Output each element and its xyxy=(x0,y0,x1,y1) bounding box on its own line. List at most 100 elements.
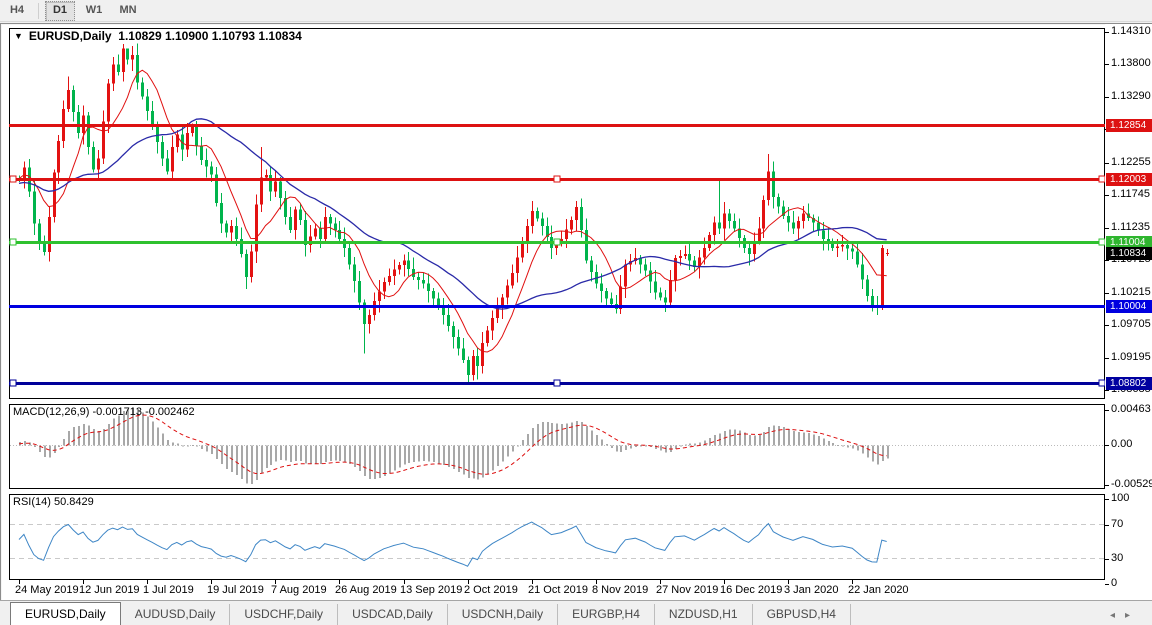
date-label: 26 Aug 2019 xyxy=(335,584,397,596)
timeframe-button-h4[interactable]: H4 xyxy=(9,3,25,16)
tab-scroll-right-icon[interactable]: ▸ xyxy=(1124,610,1140,621)
candle xyxy=(166,149,169,175)
candle xyxy=(753,232,756,262)
scale-tick-mark xyxy=(1105,390,1109,391)
symbol-dropdown-icon[interactable]: ▼ xyxy=(14,31,23,41)
timeframe-button-d1[interactable]: D1 xyxy=(45,0,75,21)
tab-usdcad-daily[interactable]: USDCAD,Daily xyxy=(338,604,448,625)
date-label: 21 Oct 2019 xyxy=(528,584,588,596)
candle xyxy=(526,218,529,253)
candle xyxy=(684,245,687,260)
rsi-tick-label: 30 xyxy=(1111,552,1124,564)
tab-audusd-daily[interactable]: AUDUSD,Daily xyxy=(121,604,231,625)
candle xyxy=(546,217,549,243)
candle xyxy=(117,54,120,76)
macd-tick-label: 0.00463 xyxy=(1111,403,1151,415)
scale-tick-mark xyxy=(1105,485,1109,486)
candle xyxy=(541,212,544,236)
macd-values: -0.001713 -0.002462 xyxy=(92,406,195,418)
rsi-tick-label: 0 xyxy=(1111,577,1118,589)
candle xyxy=(363,299,366,354)
candle xyxy=(777,193,780,214)
candle xyxy=(48,207,51,262)
candle xyxy=(358,270,361,310)
candle xyxy=(220,193,223,233)
date-label: 12 Jun 2019 xyxy=(79,584,140,596)
candle xyxy=(388,268,391,286)
date-label: 2 Oct 2019 xyxy=(464,584,518,596)
date-label: 3 Jan 2020 xyxy=(784,584,839,596)
candle xyxy=(171,135,174,181)
candle xyxy=(112,57,115,91)
date-tick-mark xyxy=(275,580,276,584)
tab-scroll-left-icon[interactable]: ◂ xyxy=(1109,610,1125,621)
candle xyxy=(797,216,800,241)
candle xyxy=(728,208,731,229)
candle xyxy=(304,211,307,257)
candle xyxy=(274,170,277,197)
candle xyxy=(38,219,41,250)
date-tick-mark xyxy=(147,580,148,584)
candle xyxy=(57,134,60,185)
candle xyxy=(131,46,134,71)
candle xyxy=(348,243,351,270)
candle xyxy=(822,221,825,251)
candle xyxy=(782,200,785,220)
candle xyxy=(531,200,534,234)
tab-usdcnh-daily[interactable]: USDCNH,Daily xyxy=(448,604,559,625)
candle xyxy=(442,298,445,325)
candle xyxy=(161,136,164,166)
candle xyxy=(610,292,613,307)
candle xyxy=(200,137,203,166)
tab-nzdusd-h1[interactable]: NZDUSD,H1 xyxy=(655,604,753,625)
candle xyxy=(72,85,75,122)
scale-tick-mark xyxy=(1105,97,1109,98)
candle xyxy=(817,216,820,236)
rsi-canvas[interactable] xyxy=(9,494,1105,580)
candle xyxy=(866,275,869,302)
candle xyxy=(156,121,159,154)
price-scale[interactable]: 1.143101.138001.132901.127801.122551.117… xyxy=(1105,24,1152,601)
tab-gbpusd-h4[interactable]: GBPUSD,H4 xyxy=(753,604,851,625)
candle xyxy=(87,112,90,155)
candle xyxy=(407,251,410,277)
date-label: 19 Jul 2019 xyxy=(207,584,264,596)
candle xyxy=(33,180,36,236)
level-handle xyxy=(1098,238,1105,246)
main-chart-canvas[interactable] xyxy=(9,28,1105,399)
tab-eurusd-daily[interactable]: EURUSD,Daily xyxy=(10,602,121,625)
level-price-badge: 1.10004 xyxy=(1106,300,1152,313)
candle xyxy=(733,213,736,232)
scale-tick-mark xyxy=(1105,228,1109,229)
timeframe-button-w1[interactable]: W1 xyxy=(85,3,103,16)
candle xyxy=(457,329,460,356)
candle xyxy=(452,321,455,349)
quote-header: ▼ EURUSD,Daily 1.10829 1.10900 1.10793 1.… xyxy=(14,29,302,43)
candle xyxy=(644,258,647,276)
toolbar-separator xyxy=(38,2,39,19)
symbol-label: EURUSD,Daily xyxy=(28,29,112,43)
candle xyxy=(792,210,795,234)
tab-eurgbp-h4[interactable]: EURGBP,H4 xyxy=(558,604,655,625)
candle xyxy=(289,207,292,234)
level-handle xyxy=(1098,379,1105,387)
level-price-badge: 1.11004 xyxy=(1106,236,1152,249)
date-tick-mark xyxy=(788,580,789,584)
candle xyxy=(723,201,726,241)
tab-usdchf-daily[interactable]: USDCHF,Daily xyxy=(230,604,339,625)
date-label: 24 May 2019 xyxy=(15,584,79,596)
timeframe-button-mn[interactable]: MN xyxy=(119,3,137,16)
candle xyxy=(886,249,889,256)
candle xyxy=(570,216,573,235)
ohlc-values: 1.10829 1.10900 1.10793 1.10834 xyxy=(118,29,302,43)
date-tick-mark xyxy=(596,580,597,584)
price-tick-label: 1.09705 xyxy=(1111,318,1151,330)
rsi-label: RSI(14) 50.8429 xyxy=(13,496,94,508)
candle xyxy=(176,129,179,153)
candle xyxy=(511,264,514,289)
macd-canvas[interactable] xyxy=(9,404,1105,489)
date-label: 22 Jan 2020 xyxy=(848,584,909,596)
candle xyxy=(334,217,337,238)
ma-fast-line xyxy=(18,69,887,353)
date-tick-mark xyxy=(724,580,725,584)
